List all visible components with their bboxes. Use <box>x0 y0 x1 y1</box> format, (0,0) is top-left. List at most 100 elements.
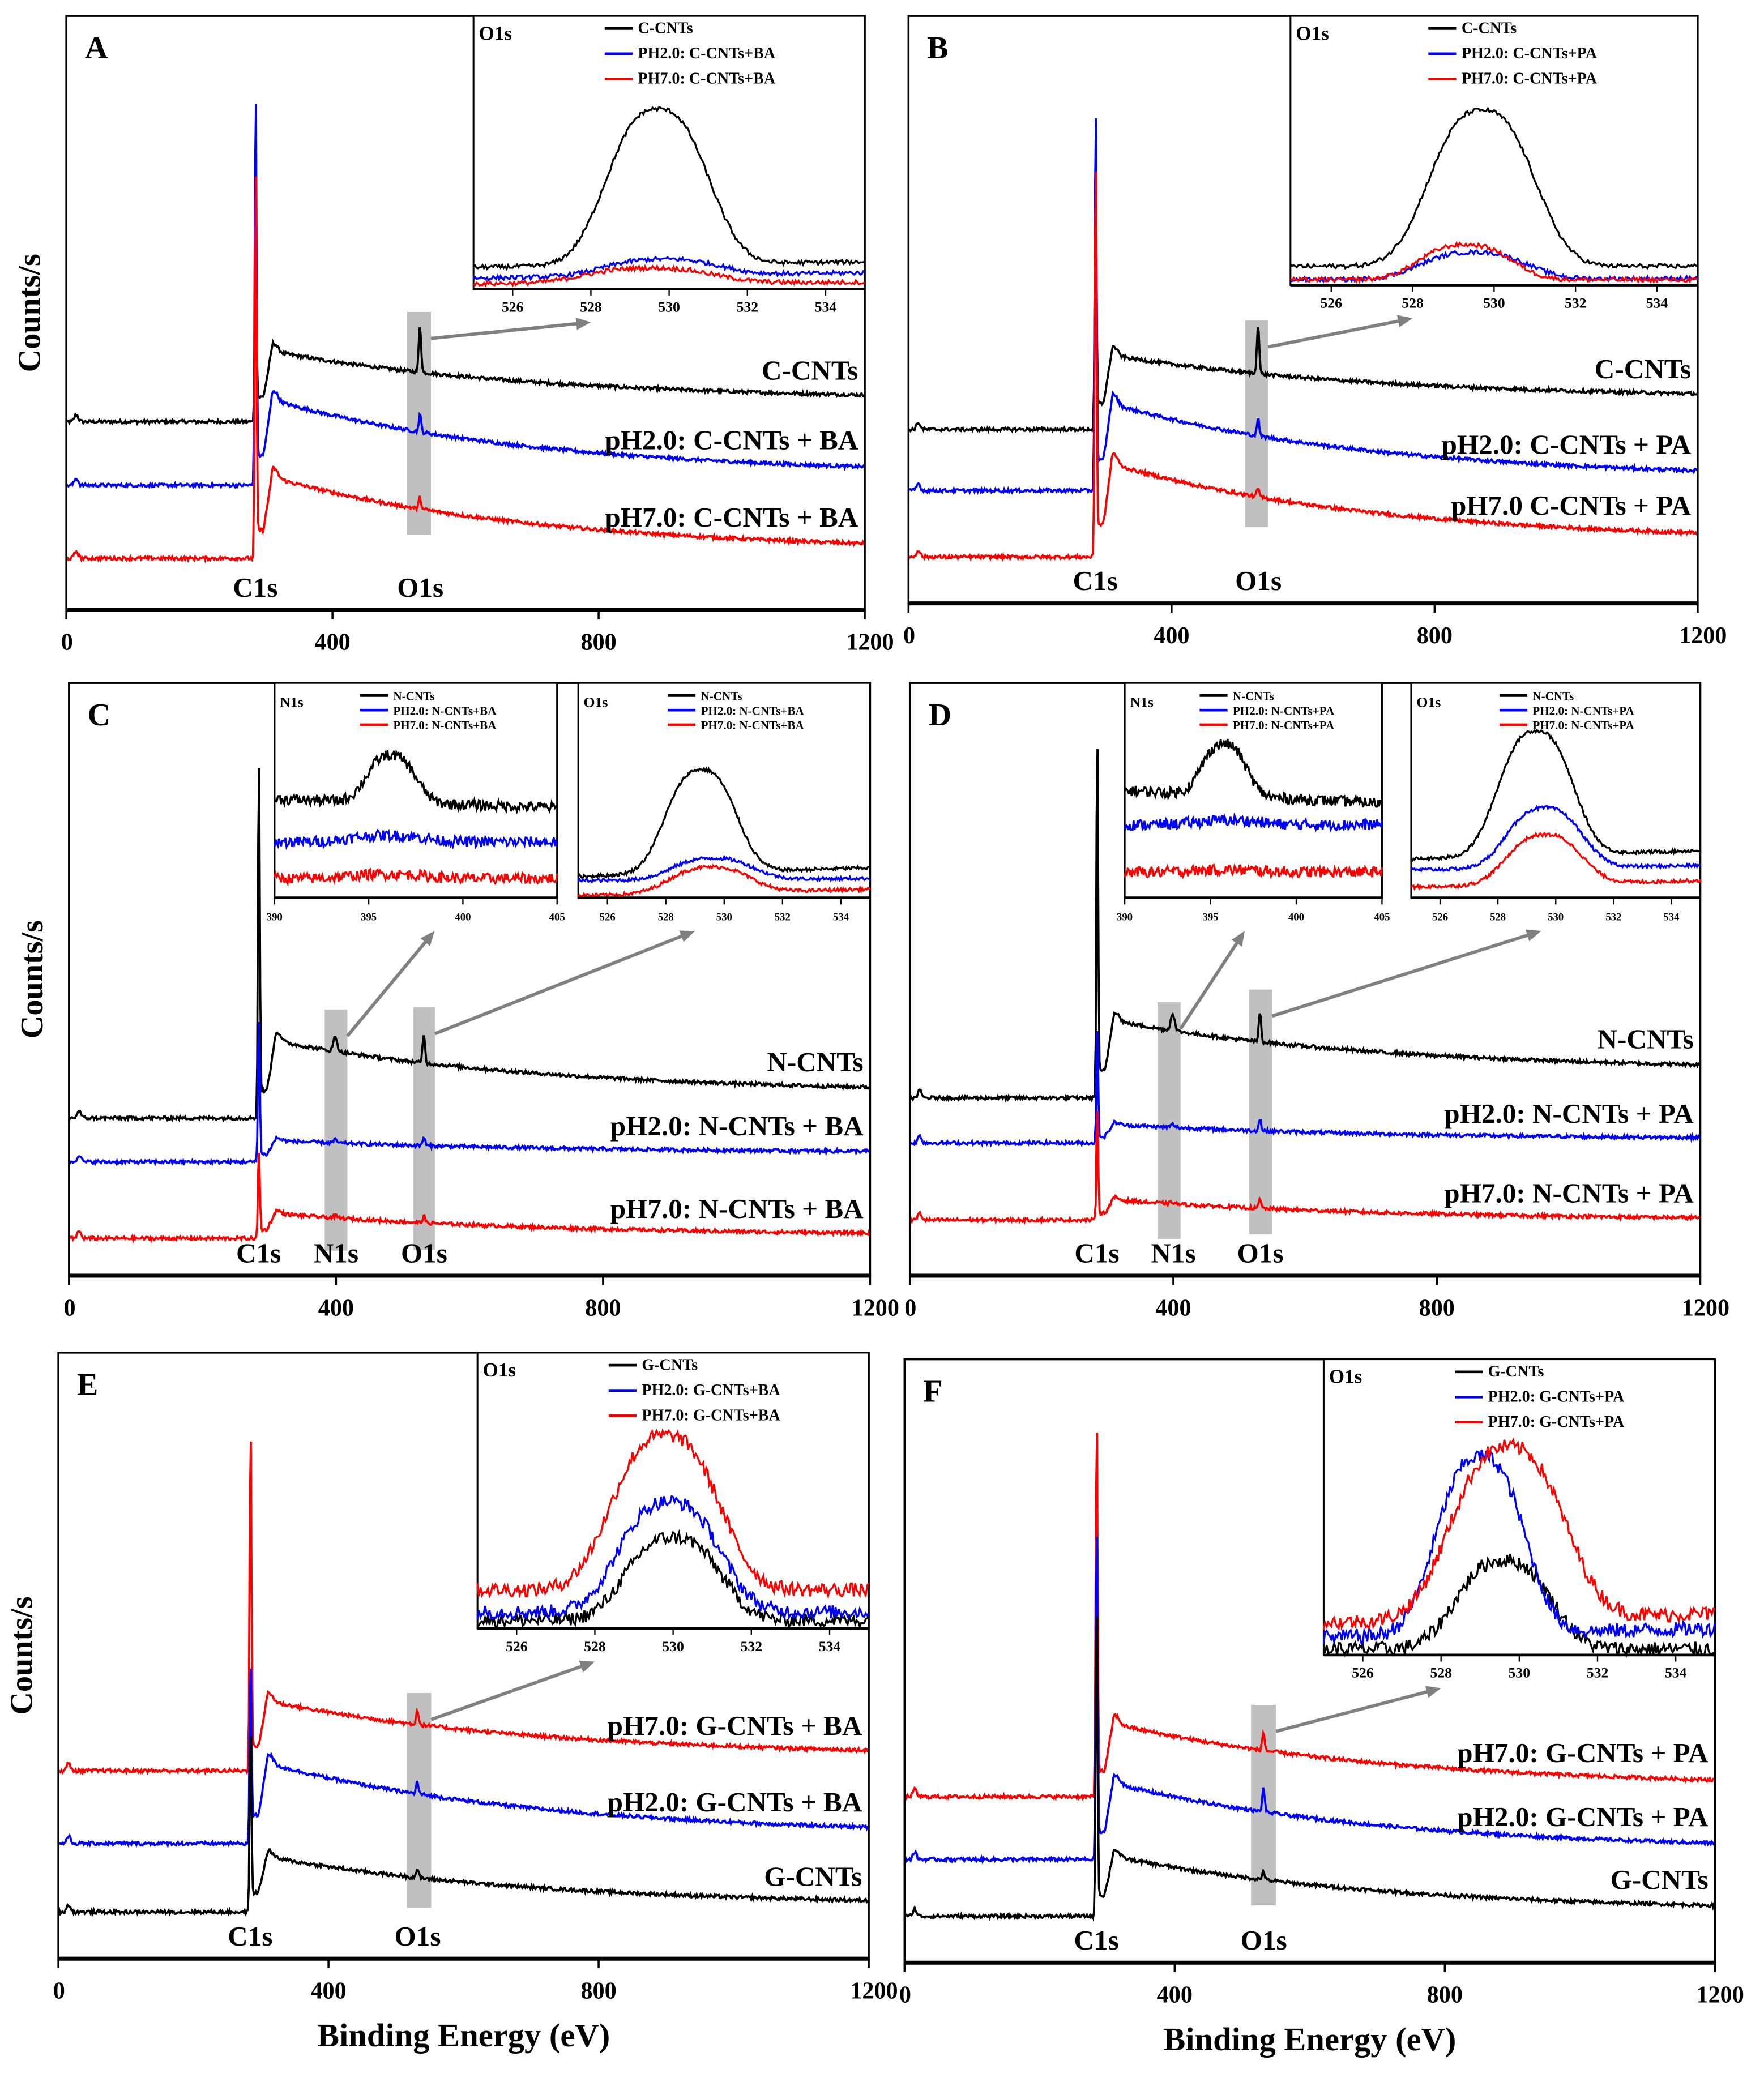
x-tick-label: 1200 <box>852 1294 899 1321</box>
inset-series-line <box>476 1495 870 1621</box>
series-line <box>909 1111 1701 1225</box>
series-line <box>57 1668 869 1849</box>
x-tick-label: 1200 <box>1682 1294 1729 1321</box>
peak-label: O1s <box>401 1238 447 1269</box>
highlight-region <box>1158 1002 1181 1239</box>
x-tick-label: 1200 <box>1697 1981 1744 2008</box>
inset-series-line <box>1411 831 1702 891</box>
inset-x-tick-label: 395 <box>361 911 377 923</box>
inset-x-tick-label: 526 <box>600 911 616 923</box>
series-line <box>903 1616 1716 1922</box>
inset-x-tick-label: 400 <box>1288 911 1304 923</box>
zoom-arrow <box>1275 1690 1429 1733</box>
peak-label: C1s <box>1073 565 1118 596</box>
series-label: G-CNTs <box>1611 1864 1709 1895</box>
series-label: pH7.0: N-CNTs + PA <box>1444 1177 1694 1208</box>
inset-series-line <box>274 828 558 850</box>
inset-series-line <box>1323 1553 1716 1658</box>
inset-x-tick-label: 528 <box>1402 294 1424 311</box>
inset-frame <box>1322 1358 1716 1656</box>
inset-title: O1s <box>1416 694 1441 710</box>
inset-series-line <box>1289 106 1698 270</box>
inset-x-tick-label: 528 <box>580 298 602 315</box>
peak-label: O1s <box>1237 1238 1284 1269</box>
x-tick-label: 400 <box>318 1294 354 1321</box>
legend-entry: PH2.0: G-CNTs+BA <box>642 1382 780 1399</box>
panel-letter: B <box>927 31 948 66</box>
arrow-head-icon <box>575 317 591 330</box>
peak-label: C1s <box>1074 1925 1118 1956</box>
legend-entry: G-CNTs <box>1488 1363 1544 1380</box>
legend-entry: N-CNTs <box>701 690 742 703</box>
inset-x-tick-label: 530 <box>1483 294 1505 311</box>
series-line <box>908 118 1699 495</box>
series-label: pH2.0: N-CNTs + BA <box>610 1110 864 1142</box>
inset-x-tick-label: 528 <box>1490 911 1506 923</box>
inset-x-tick-label: 530 <box>1509 1665 1531 1681</box>
legend-entry: PH7.0: G-CNTs+BA <box>642 1406 780 1424</box>
inset-series-line <box>1289 241 1698 284</box>
series-line <box>65 104 866 490</box>
inset-title: O1s <box>483 1359 516 1381</box>
zoom-arrow <box>346 939 428 1037</box>
inset-x-tick-label: 528 <box>584 1638 606 1655</box>
series-line <box>909 749 1702 1103</box>
panel-c: N-CNTs pH2.0: N-CNTs + BA pH7.0: N-CNTs + … <box>15 682 899 1321</box>
peak-label: O1s <box>1241 1925 1287 1956</box>
panel-b: C-CNTs pH2.0: C-CNTs + PA pH7.0 C-CNTs + P… <box>903 15 1727 649</box>
arrow-head-icon <box>420 931 435 947</box>
zoom-arrow <box>434 934 684 1036</box>
peak-label: O1s <box>1235 565 1282 596</box>
series-line <box>903 1537 1716 1865</box>
arrow-head-icon <box>579 1660 595 1673</box>
inset-x-tick-label: 534 <box>1663 911 1680 923</box>
legend-entry: G-CNTs <box>642 1356 698 1374</box>
inset-series-line <box>1124 738 1383 808</box>
peak-label: O1s <box>395 1921 441 1952</box>
legend-entry: PH7.0: G-CNTs+PA <box>1488 1413 1625 1431</box>
x-tick-label: 1200 <box>1679 622 1727 649</box>
series-label: N-CNTs <box>1597 1023 1693 1054</box>
legend-entry: PH7.0: N-CNTs+PA <box>1532 719 1634 732</box>
arrow-head-icon <box>679 930 695 942</box>
peak-label: C1s <box>236 1238 281 1269</box>
peak-label: C1s <box>228 1921 272 1952</box>
arrow-head-icon <box>1397 315 1413 327</box>
inset-series-line <box>274 867 558 887</box>
inset-title: O1s <box>584 694 608 710</box>
zoom-arrow <box>430 1664 584 1721</box>
legend-entry: PH7.0: N-CNTs+BA <box>393 719 497 732</box>
inset-x-tick-label: 526 <box>1352 1665 1374 1681</box>
inset-frame <box>1289 15 1699 287</box>
panel-d: N-CNTs pH2.0: N-CNTs + PA pH7.0: N-CNTs + … <box>904 682 1729 1321</box>
legend-entry: PH2.0: C-CNTs+BA <box>638 45 776 62</box>
x-tick-label: 400 <box>310 1977 346 2004</box>
series-label: N-CNTs <box>767 1046 863 1078</box>
legend-entry: N-CNTs <box>1233 690 1274 703</box>
x-tick-label: 800 <box>1417 622 1453 649</box>
legend-entry: PH7.0: N-CNTs+PA <box>1233 719 1335 732</box>
y-axis-label: Counts/s <box>4 1596 39 1715</box>
zoom-arrow <box>1267 319 1401 349</box>
zoom-arrow <box>1179 940 1240 1030</box>
series-label: C-CNTs <box>1595 353 1691 384</box>
inset-x-tick-label: 532 <box>775 911 791 923</box>
inset-x-tick-label: 532 <box>1605 911 1621 923</box>
inset-x-tick-label: 534 <box>819 1638 841 1655</box>
inset-series-line <box>477 1529 869 1630</box>
x-tick-label: 0 <box>53 1977 65 2004</box>
peak-label: N1s <box>314 1238 358 1269</box>
inset-x-tick-label: 532 <box>740 1638 762 1655</box>
inset-x-tick-label: 405 <box>1374 911 1390 923</box>
inset-series-line <box>1124 863 1383 880</box>
inset-x-tick-label: 534 <box>815 298 837 315</box>
inset-x-tick-label: 390 <box>267 911 283 923</box>
series-label: pH7.0: C-CNTs + BA <box>605 502 858 533</box>
x-tick-label: 1200 <box>846 629 894 656</box>
panel-letter: C <box>88 698 111 733</box>
legend-entry: PH7.0: N-CNTs+BA <box>701 719 805 732</box>
legend-entry: PH2.0: N-CNTs+PA <box>1233 704 1335 717</box>
legend-entry: N-CNTs <box>1532 690 1574 703</box>
